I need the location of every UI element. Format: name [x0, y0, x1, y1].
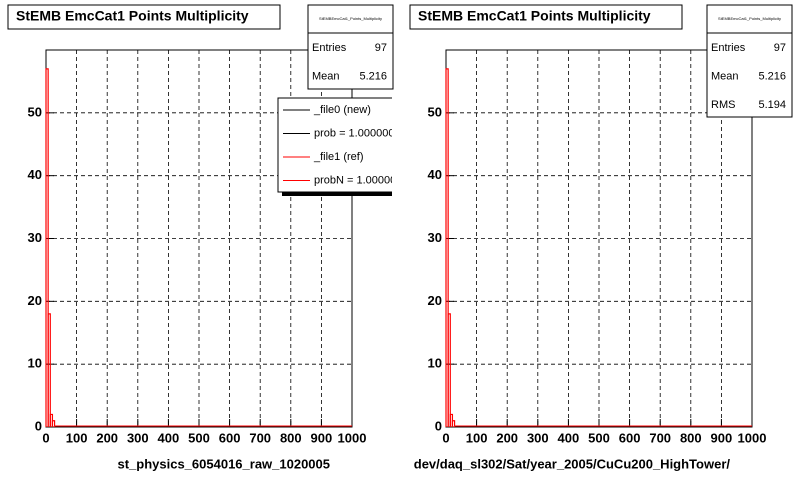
y-tick-label: 50	[428, 104, 442, 119]
chart-title: StEMB EmcCat1 Points Multiplicity	[16, 8, 249, 24]
x-tick-label: 0	[442, 430, 449, 445]
histogram-bin	[45, 68, 49, 427]
stats-label: Entries	[312, 42, 347, 54]
stats-label: Entries	[711, 42, 746, 54]
x-tick-label: 1000	[738, 430, 767, 445]
x-axis-label: st_physics_6054016_raw_1020005	[117, 456, 330, 471]
x-tick-label: 500	[588, 430, 610, 445]
stats-value: 97	[375, 42, 387, 54]
x-tick-label: 200	[496, 430, 518, 445]
histogram-bin	[447, 313, 451, 427]
stats-title: StEMBEmcCat1_Points_Multiplicity	[319, 16, 382, 21]
x-tick-label: 900	[311, 430, 333, 445]
x-tick-label: 400	[158, 430, 180, 445]
histogram-bin	[445, 68, 449, 427]
stats-box	[706, 4, 793, 118]
stats-value: 5.216	[758, 70, 786, 82]
y-tick-label: 0	[35, 418, 42, 433]
stats-label: Mean	[312, 70, 340, 82]
stats-box	[307, 4, 394, 90]
chart-title: StEMB EmcCat1 Points Multiplicity	[418, 8, 651, 24]
legend-label: _file1 (ref)	[313, 151, 364, 163]
x-tick-label: 400	[558, 430, 580, 445]
legend-label: prob = 1.000000	[314, 127, 394, 139]
histogram-bin	[451, 420, 456, 427]
y-tick-label: 20	[28, 293, 42, 308]
x-tick-label: 0	[42, 430, 49, 445]
x-tick-label: 1000	[338, 430, 367, 445]
legend: _file0 (new) prob = 1.000000 _file1 (ref) p…	[277, 97, 402, 196]
stats-value: 5.194	[758, 99, 786, 111]
x-tick-label: 800	[280, 430, 302, 445]
stats-value: 5.216	[359, 70, 387, 82]
title-box	[409, 4, 683, 30]
x-tick-label: 700	[249, 430, 271, 445]
title-box	[7, 4, 281, 30]
x-tick-label: 100	[66, 430, 88, 445]
y-tick-label: 40	[28, 167, 42, 182]
stats-label: Mean	[711, 70, 739, 82]
y-tick-label: 40	[428, 167, 442, 182]
x-tick-label: 700	[649, 430, 671, 445]
y-tick-label: 20	[428, 293, 442, 308]
y-tick-label: 10	[428, 356, 442, 371]
histogram-bin	[51, 420, 56, 427]
x-tick-label: 200	[96, 430, 118, 445]
x-axis-label: dev/daq_sl302/Sat/year_2005/CuCu200_High…	[414, 456, 731, 471]
x-tick-label: 300	[127, 430, 149, 445]
histogram-bin	[47, 313, 51, 427]
y-tick-label: 50	[28, 104, 42, 119]
x-tick-label: 300	[527, 430, 549, 445]
y-tick-label: 30	[28, 230, 42, 245]
legend-box	[277, 97, 392, 193]
y-tick-label: 0	[435, 418, 442, 433]
stats-title: StEMBEmcCat1_Points_Multiplicity	[718, 16, 781, 21]
x-tick-label: 500	[188, 430, 210, 445]
y-tick-label: 10	[28, 356, 42, 371]
x-tick-label: 100	[466, 430, 488, 445]
legend-label: probN = 1.000000	[314, 174, 402, 186]
x-tick-label: 600	[219, 430, 241, 445]
x-tick-label: 900	[711, 430, 733, 445]
stats-label: RMS	[711, 99, 735, 111]
legend-label: _file0 (new)	[313, 104, 371, 116]
x-tick-label: 800	[680, 430, 702, 445]
x-tick-label: 600	[619, 430, 641, 445]
y-tick-label: 30	[428, 230, 442, 245]
stats-value: 97	[774, 42, 786, 54]
